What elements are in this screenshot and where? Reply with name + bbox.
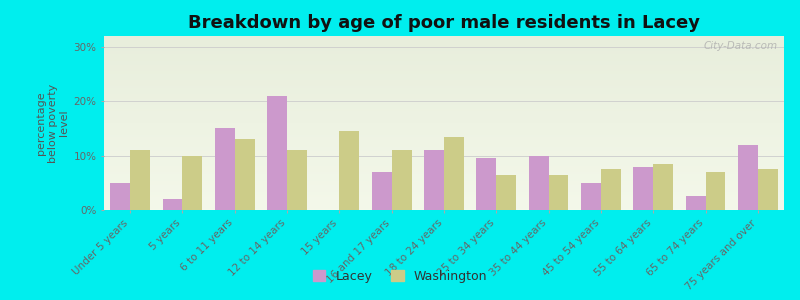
Bar [424,150,444,210]
Bar [758,169,778,210]
Bar [738,145,758,210]
Bar [392,150,411,210]
Bar [549,175,569,210]
Legend: Lacey, Washington: Lacey, Washington [308,265,492,288]
Bar [601,169,621,210]
Bar [267,96,287,210]
Bar [234,139,254,210]
Bar [496,175,516,210]
Bar [162,199,182,210]
Y-axis label: percentage
below poverty
level: percentage below poverty level [36,83,69,163]
Bar [654,164,673,210]
Bar [581,183,601,210]
Bar [110,183,130,210]
Bar [634,167,654,210]
Bar [215,128,234,210]
Bar [182,156,202,210]
Bar [686,196,706,210]
Bar [130,150,150,210]
Bar [339,131,359,210]
Bar [706,172,726,210]
Text: City-Data.com: City-Data.com [703,41,778,51]
Bar [287,150,307,210]
Bar [372,172,392,210]
Title: Breakdown by age of poor male residents in Lacey: Breakdown by age of poor male residents … [188,14,700,32]
Bar [529,156,549,210]
Bar [444,136,464,210]
Bar [477,158,496,210]
